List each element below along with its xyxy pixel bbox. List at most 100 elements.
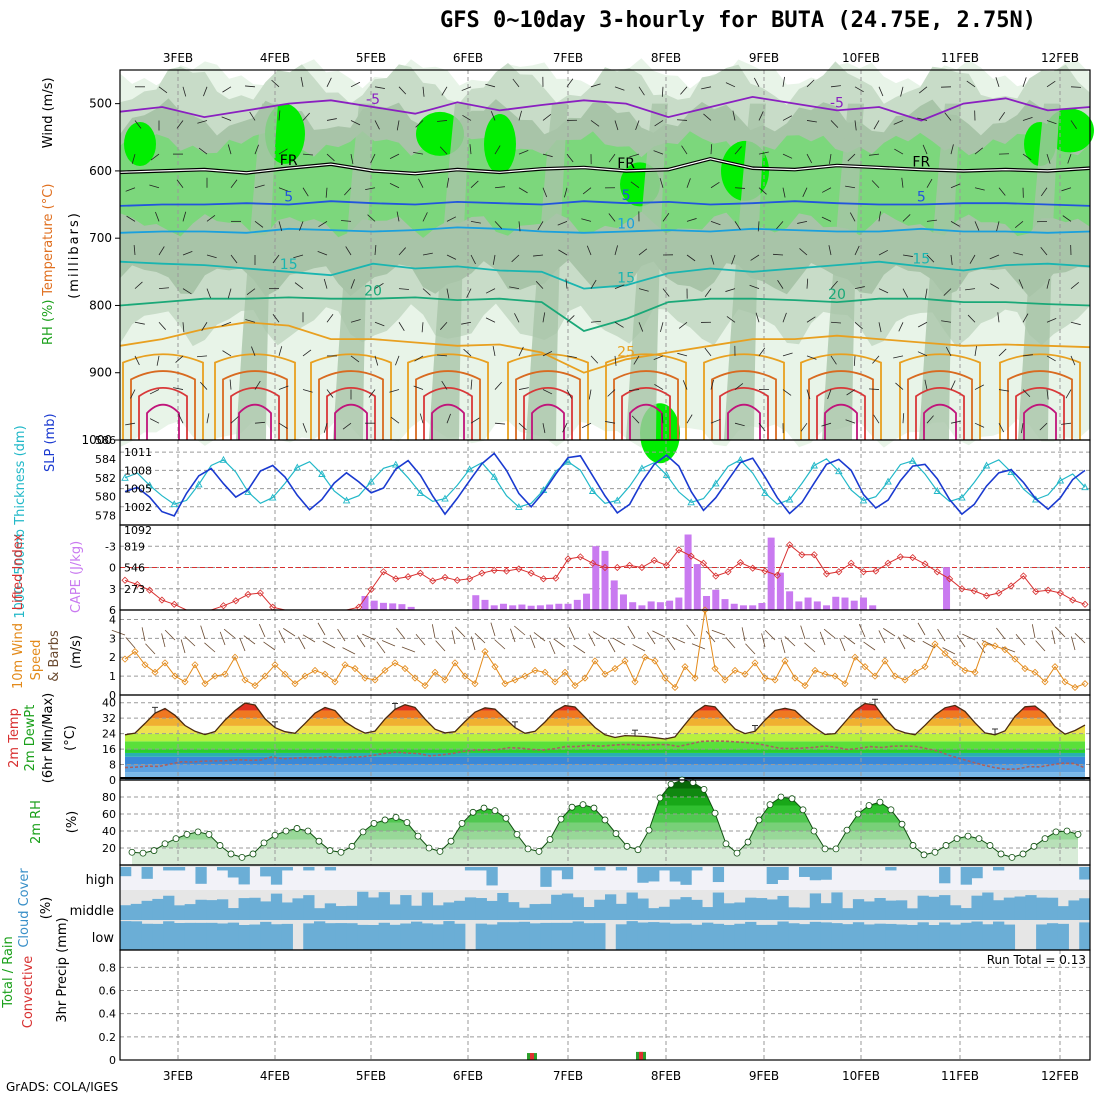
wind-barb (566, 389, 572, 399)
thickness-point (268, 493, 277, 501)
wind-barb (894, 148, 904, 155)
cape-bar (666, 600, 674, 610)
ylabel-part: Wind (m/s) (41, 77, 56, 148)
wind-barb (917, 117, 928, 121)
cape-bar (573, 599, 581, 610)
wind-barb (893, 355, 904, 359)
wind-barb (553, 638, 566, 648)
ylabel-part: (%) (39, 897, 54, 920)
wind-barb (398, 322, 405, 331)
cloud-cell (971, 867, 983, 879)
ylabel-part: 10m Wind (11, 623, 26, 689)
thickness-point (465, 465, 474, 473)
thickness-point (785, 495, 794, 503)
temp-band (125, 749, 1085, 753)
cape-bar (592, 546, 600, 610)
wind-speed-point (711, 664, 719, 673)
lifted-index-point (822, 570, 831, 578)
wind-barb (614, 245, 618, 256)
rh-point (447, 837, 455, 845)
x-axis-bottom-label: 11FEB (941, 1069, 979, 1083)
cloud-cell (745, 897, 757, 920)
cloud-cell (734, 923, 746, 950)
wind-barb (1040, 246, 1048, 256)
cape-bar (610, 580, 618, 610)
precip-ylabel: 3hr Precip (mm) Total / Rain Convective (1, 917, 70, 1028)
wind-barb (1046, 120, 1057, 125)
rh-point (249, 850, 257, 858)
wind-barb (974, 345, 977, 356)
wind-barb (562, 423, 568, 433)
wind-barb (302, 634, 316, 643)
rh-column (526, 103, 568, 441)
wind-barb (883, 628, 896, 637)
wind-barb (780, 639, 786, 654)
wind-speed-point (181, 678, 189, 686)
wind-barb (345, 246, 352, 256)
wind-speed-point (121, 655, 129, 663)
thickness-point (613, 496, 622, 504)
warm-contour (816, 386, 866, 440)
wind-barb (529, 634, 536, 649)
temperature-contour (119, 260, 1091, 290)
cloud-cell (432, 905, 444, 920)
cloud-cell (475, 867, 487, 871)
rh-point (953, 835, 961, 843)
cape-bar (601, 550, 609, 610)
thickness-label: 582 (95, 472, 116, 485)
cape-ylabel: Lifted Index CAPE (J/kg) (11, 533, 84, 613)
cloud-cell (842, 908, 854, 920)
wind-barb (806, 153, 813, 164)
wind-barb (726, 316, 736, 323)
precip-label: 0.2 (99, 1031, 117, 1044)
thickness-point (564, 457, 572, 465)
wind-barb (827, 389, 832, 400)
cape-bar (721, 599, 729, 610)
rh-point (865, 802, 873, 809)
wind-barb (326, 77, 332, 87)
wind-barb (1022, 389, 1031, 398)
cloud-cell (400, 923, 412, 950)
wind-barb (922, 640, 936, 649)
cloud-row-label: high (86, 873, 114, 888)
cloud-cell (863, 924, 875, 950)
slp-label: 1005 (124, 483, 152, 496)
wind-barb (750, 254, 760, 261)
cloud-cell (324, 923, 337, 950)
wind-barb (676, 119, 688, 121)
ylabel-part: (°C) (63, 725, 78, 751)
cloud-cell (475, 898, 487, 920)
ylabel-part: (millibars) (67, 211, 82, 299)
cloud-cell (217, 923, 229, 950)
cloud-cell (561, 922, 574, 950)
pressure-ylabel: (millibars) (67, 211, 82, 299)
wind-barb (1018, 279, 1024, 289)
warm-contour (923, 403, 957, 440)
cloud-cell (443, 921, 455, 950)
wind-barb (845, 419, 856, 424)
temp-band (125, 703, 1085, 711)
wind-barb (629, 153, 640, 158)
contour-label: 15 (912, 251, 930, 267)
wind-barb (586, 245, 592, 256)
wind-speed-point (201, 680, 209, 688)
thickness-point (416, 488, 425, 496)
wind-barb (830, 355, 837, 365)
wind-barb (533, 254, 544, 257)
wind-barb (962, 633, 976, 641)
cape-bar (619, 594, 627, 610)
wind-barb (326, 153, 335, 162)
x-axis-top-label: 12FEB (1041, 51, 1079, 65)
wind-barb (633, 355, 640, 365)
cloud-cell (163, 895, 175, 920)
wind-barb (806, 389, 811, 400)
thickness-point (638, 464, 646, 472)
wind-barb (863, 641, 876, 651)
cloud-cell (691, 899, 703, 920)
wind-barb (398, 86, 407, 95)
cape-bar (407, 606, 415, 610)
wind-barb (937, 628, 946, 642)
wind-barb (660, 322, 664, 333)
warm-contour (415, 370, 481, 440)
wind-barb (1067, 153, 1072, 164)
